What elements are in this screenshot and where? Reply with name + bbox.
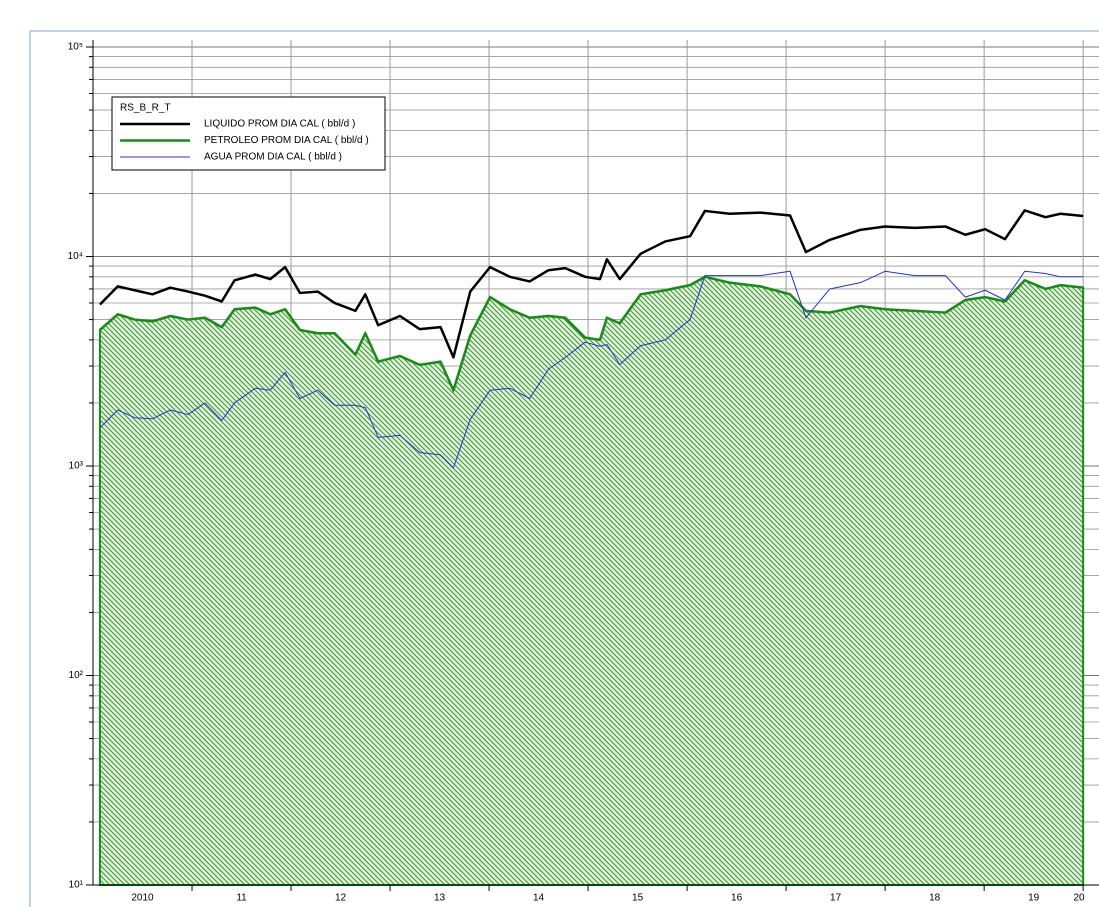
x-tick-label: 17	[830, 893, 842, 904]
y-tick-label: 10²	[69, 670, 84, 681]
legend-title: RS_B_R_T	[120, 103, 171, 114]
plot-area	[98, 209, 1085, 886]
y-tick-label: 10⁵	[68, 42, 83, 53]
legend-box	[111, 96, 386, 171]
x-tick-label: 14	[533, 893, 545, 904]
y-tick-label: 10³	[69, 461, 84, 472]
area	[98, 275, 1085, 886]
series-line	[99, 209, 1084, 359]
legend-label: PETROLEO PROM DIA CAL ( bbl/d )	[204, 135, 369, 146]
x-tick-label: 11	[236, 893, 247, 904]
x-tick-label: 19	[1028, 893, 1040, 904]
y-tick-label: 10⁴	[68, 251, 83, 262]
legend-label: LIQUIDO PROM DIA CAL ( bbl/d )	[204, 119, 355, 130]
x-tick-label: 20	[1073, 893, 1085, 904]
x-tick-label: 15	[632, 893, 644, 904]
y-tick-label: 10¹	[69, 880, 84, 891]
x-tick-label: 2010	[131, 893, 154, 904]
series-line	[99, 270, 1084, 469]
legend: RS_B_R_T LIQUIDO PROM DIA CAL ( bbl/d ) P…	[111, 96, 386, 171]
x-tick-label: 18	[929, 893, 941, 904]
legend-label: AGUA PROM DIA CAL ( bbl/d )	[204, 152, 342, 163]
x-tick-label: 16	[731, 893, 743, 904]
x-tick-label: 13	[434, 893, 446, 904]
axes: 10¹ 10² 10³ 10⁴ 10⁵ 2010 11 12 13 14 15 16 17 18 19 20	[68, 40, 1099, 904]
x-tick-label: 12	[335, 893, 347, 904]
series-line	[99, 275, 1084, 392]
